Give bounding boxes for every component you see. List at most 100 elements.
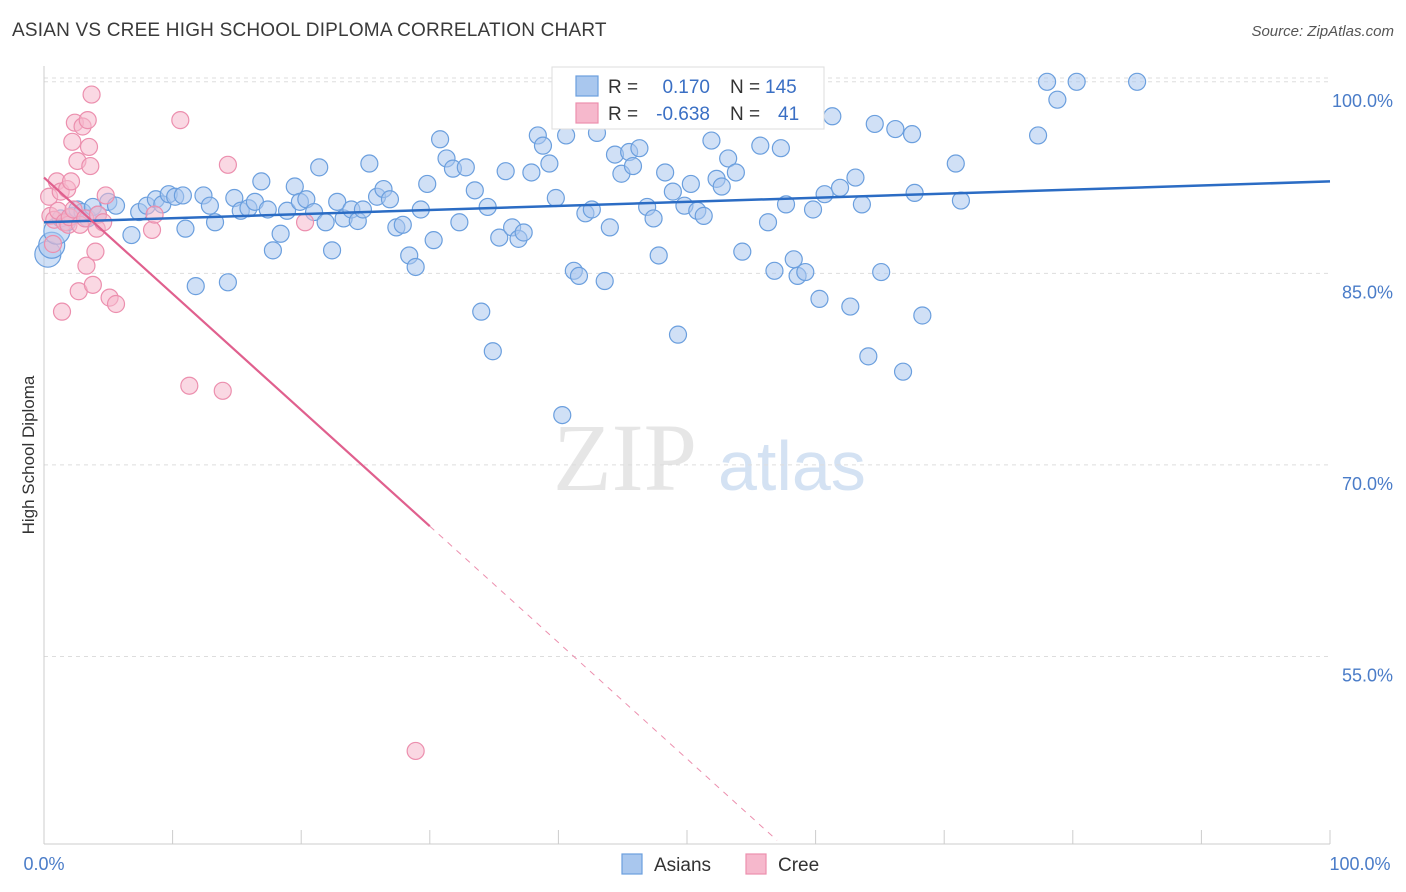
cree-point [83,275,102,294]
asians-point [472,302,491,321]
cree-point [43,234,63,254]
cree-point [96,186,115,205]
asians-point [546,188,565,208]
legend-r-value-cree: -0.638 [656,104,710,125]
legend-r-label-cree: R = [608,104,638,125]
legend-n-value-asians: 145 [765,77,797,98]
asians-point [623,156,643,176]
bottom-legend-cree: Cree [778,855,819,876]
legend-n-label-cree: N = [730,104,760,125]
asians-point [200,196,219,215]
asians-point [841,297,860,316]
y-tick-label: 100.0% [1332,91,1393,111]
asians-point [1037,72,1057,91]
cree-point [63,132,82,151]
x-tick-label-min: 0.0% [23,854,64,874]
legend-n-value-cree: 41 [778,104,799,125]
asians-point [905,183,924,202]
asians-point [815,185,834,204]
asians-point [483,342,502,361]
legend-swatch-asians [575,75,599,97]
series-cree [40,85,425,761]
legend-r-label-asians: R = [608,77,638,98]
asians-point [823,107,842,126]
trend-line-cree-extension [429,525,778,841]
cree-point [218,155,237,174]
cree-point [145,205,164,224]
asians-point [360,154,379,173]
asians-point [393,215,412,234]
asians-point [514,223,533,242]
cree-point [171,111,190,130]
asians-point [218,273,237,292]
asians-point [1127,72,1147,91]
y-tick-label: 85.0% [1342,282,1393,302]
series-asians [34,72,1147,425]
bottom-legend-swatch-cree [745,853,767,875]
trend-lines [43,176,1331,841]
asians-point [810,289,829,308]
asians-point [1067,72,1086,91]
cree-point [61,172,81,191]
asians-point [569,266,589,286]
cree-point [94,213,113,232]
cree-point [81,156,100,176]
asians-point [595,271,614,291]
asians-point [830,178,850,197]
asians-point [353,200,373,219]
asians-point [186,277,205,296]
asians-point [702,131,721,150]
asians-point [694,206,713,225]
asians-point [271,224,290,243]
legend-n-label-asians: N = [730,77,760,98]
asians-point [796,262,815,282]
asians-point [456,158,475,177]
cree-point [79,137,99,157]
chart-title: ASIAN VS CREE HIGH SCHOOL DIPLOMA CORREL… [12,20,607,41]
asians-point [758,213,778,232]
bottom-legend-swatch-asians [621,853,643,875]
asians-point [719,149,738,168]
asians-point [872,262,891,282]
cree-point [180,376,199,395]
cree-point [142,220,162,240]
asians-point [540,154,559,173]
trend-line-cree [43,176,431,528]
asians-point [681,174,700,194]
asians-point [490,228,509,247]
cree-point [213,381,232,400]
asians-point [913,306,932,325]
asians-point [765,261,784,280]
asians-point [644,209,663,228]
asians-point [496,162,515,181]
cree-point [77,256,96,275]
cree-point [82,85,101,104]
asians-point [733,242,752,261]
asians-point [776,195,796,214]
asians-point [322,241,342,260]
cree-point [78,111,97,130]
legend: R = 0.170 N = 145 R = -0.638 N = 41 [551,66,825,130]
cree-point [52,302,72,321]
cree-point [295,213,315,232]
asians-point [726,163,745,182]
asians-point [668,325,688,344]
asians-point [263,241,283,260]
asians-point [533,136,553,155]
bottom-legend-asians: Asians [654,855,711,876]
asians-point [1048,90,1067,109]
asians-point [176,219,195,238]
asians-point [418,174,437,194]
asians-point [406,257,425,277]
asians-point [865,114,884,134]
legend-swatch-cree [575,102,599,124]
trend-line-asians [43,180,1331,224]
asians-point [310,158,329,177]
asians-point [173,186,192,205]
asians-point [663,182,682,201]
asians-point [465,181,484,200]
asians-point [886,119,905,139]
asians-point [656,163,675,182]
cree-point [406,741,425,761]
